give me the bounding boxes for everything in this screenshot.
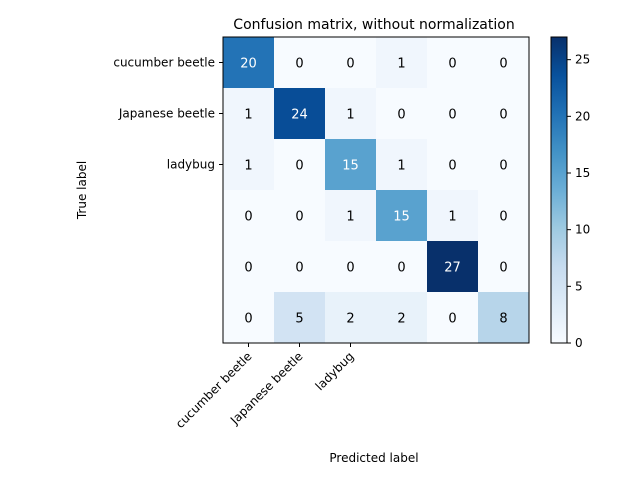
plot-frame [222, 36, 530, 344]
heatmap-cell [427, 37, 478, 88]
cell-value-label: 24 [291, 108, 308, 123]
heatmap-cell [223, 37, 274, 88]
colorbar-tick-label: 20 [575, 109, 590, 123]
heatmap-cell [325, 241, 376, 292]
heatmap-cell [223, 190, 274, 241]
heatmap-cell [478, 292, 529, 343]
heatmap-cell [376, 292, 427, 343]
y-tick-label: Japanese beetle [118, 107, 215, 121]
cell-value-label: 8 [499, 312, 507, 327]
heatmap-cell [478, 88, 529, 139]
heatmap-cell [427, 241, 478, 292]
y-tick-label: cucumber beetle [113, 56, 215, 70]
y-axis-label: True label [75, 161, 89, 220]
colorbar-tick-label: 15 [575, 166, 590, 180]
cell-value-label: 0 [244, 312, 252, 327]
heatmap-cell [223, 292, 274, 343]
cell-value-label: 0 [448, 159, 456, 174]
cell-value-label: 2 [346, 312, 354, 327]
cell-value-label: 0 [448, 108, 456, 123]
heatmap-cell [274, 37, 325, 88]
colorbar-tick-label: 0 [575, 336, 583, 350]
colorbar-tick-label: 25 [575, 53, 590, 67]
cell-value-label: 15 [393, 210, 410, 225]
cell-value-label: 20 [240, 57, 257, 72]
cell-value-label: 0 [499, 108, 507, 123]
cell-value-label: 0 [244, 210, 252, 225]
cell-value-label: 1 [346, 108, 354, 123]
cell-value-label: 0 [295, 261, 303, 276]
y-axis-ticks: cucumber beetle Japanese beetle ladybug [113, 56, 223, 172]
cell-value-label: 0 [295, 159, 303, 174]
colorbar-tick-label: 5 [575, 279, 583, 293]
cell-value-label: 0 [346, 57, 354, 72]
colorbar [550, 36, 568, 344]
chart-title: Confusion matrix, without normalization [233, 17, 514, 33]
cell-value-label: 0 [346, 261, 354, 276]
cell-value-label: 0 [295, 57, 303, 72]
heatmap-cell [223, 241, 274, 292]
cell-value-label: 27 [444, 261, 461, 276]
heatmap-cell [274, 241, 325, 292]
heatmap-cell [427, 139, 478, 190]
heatmap-cell [427, 190, 478, 241]
heatmap-cell [325, 190, 376, 241]
heatmap-cell [376, 139, 427, 190]
heatmap-cell [274, 292, 325, 343]
heatmap-cell [325, 292, 376, 343]
cell-value-label: 1 [397, 57, 405, 72]
heatmap-cell [325, 37, 376, 88]
heatmap-cell [274, 139, 325, 190]
cell-value-label: 1 [346, 210, 354, 225]
cell-value-label: 1 [397, 159, 405, 174]
cell-value-label: 15 [342, 159, 359, 174]
cell-value-label: 0 [499, 57, 507, 72]
heatmap-cell [478, 190, 529, 241]
x-axis-label: Predicted label [329, 451, 418, 465]
heatmap-cell [478, 139, 529, 190]
cell-value-label: 0 [448, 57, 456, 72]
cell-value-labels: 20 0 0 1 0 01 24 1 0 0 01 0 15 1 0 00 0 1 15 1 00 0 0 0 27 00 5 2 2 0… [240, 57, 507, 327]
heatmap-cell [223, 88, 274, 139]
heatmap-cell [376, 37, 427, 88]
cell-value-label: 0 [397, 108, 405, 123]
x-tick-label: ladybug [313, 349, 357, 393]
heatmap-cell [478, 241, 529, 292]
cell-value-label: 0 [499, 159, 507, 174]
heatmap-cell [427, 292, 478, 343]
colorbar-ticks: 0 5 10 15 20 25 [567, 53, 590, 350]
y-tick-label: ladybug [167, 158, 215, 172]
cell-value-label: 5 [295, 312, 303, 327]
heatmap-cell [427, 88, 478, 139]
heatmap-cell [376, 241, 427, 292]
cell-value-label: 1 [244, 108, 252, 123]
heatmap-cell [376, 88, 427, 139]
heatmap-cell [376, 190, 427, 241]
cell-value-label: 0 [244, 261, 252, 276]
cell-value-label: 0 [499, 210, 507, 225]
cell-value-label: 0 [295, 210, 303, 225]
heatmap-cell [274, 190, 325, 241]
heatmap-cell [223, 139, 274, 190]
heatmap-cells [223, 37, 529, 343]
cell-value-label: 0 [499, 261, 507, 276]
heatmap-cell [325, 139, 376, 190]
cell-value-label: 1 [244, 159, 252, 174]
cell-value-label: 0 [397, 261, 405, 276]
heatmap-cell [274, 88, 325, 139]
heatmap-cell [325, 88, 376, 139]
cell-value-label: 2 [397, 312, 405, 327]
cell-value-label: 0 [448, 312, 456, 327]
colorbar-tick-label: 10 [575, 223, 590, 237]
cell-value-label: 1 [448, 210, 456, 225]
heatmap-cell [478, 37, 529, 88]
